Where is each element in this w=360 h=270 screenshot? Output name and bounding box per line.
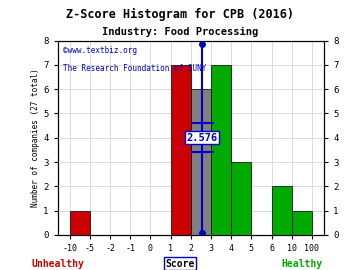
Text: Industry: Food Processing: Industry: Food Processing [102, 27, 258, 37]
Bar [271, 186, 292, 235]
Bar [292, 211, 312, 235]
Text: Unhealthy: Unhealthy [31, 259, 84, 269]
Bar [231, 162, 251, 235]
Bar [211, 65, 231, 235]
Y-axis label: Number of companies (27 total): Number of companies (27 total) [31, 68, 40, 207]
Bar [171, 65, 191, 235]
Text: ©www.textbiz.org: ©www.textbiz.org [63, 46, 137, 55]
Text: Healthy: Healthy [282, 259, 323, 269]
Bar [191, 89, 211, 235]
Bar [70, 211, 90, 235]
Text: Score: Score [165, 259, 195, 269]
Text: 2.576: 2.576 [187, 133, 218, 143]
Text: Z-Score Histogram for CPB (2016): Z-Score Histogram for CPB (2016) [66, 8, 294, 21]
Text: The Research Foundation of SUNY: The Research Foundation of SUNY [63, 64, 206, 73]
